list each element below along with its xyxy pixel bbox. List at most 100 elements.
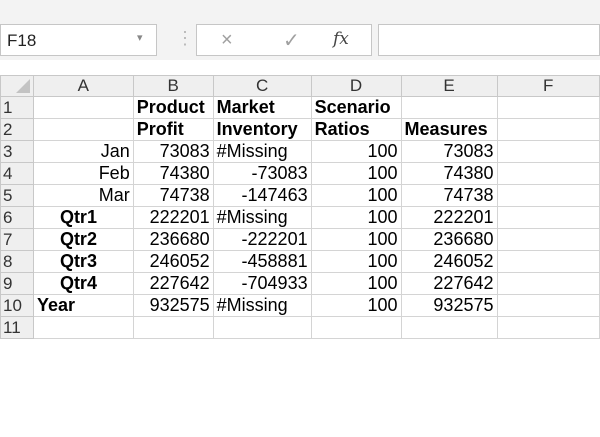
row-header[interactable]: 1 bbox=[0, 96, 34, 119]
cell-f6[interactable] bbox=[496, 206, 600, 229]
cell-c5[interactable]: -147463 bbox=[212, 184, 312, 207]
cell-b4[interactable]: 74380 bbox=[132, 162, 214, 185]
cell-f10[interactable] bbox=[496, 294, 600, 317]
row-header[interactable]: 6 bbox=[0, 206, 34, 229]
cell-d1[interactable]: Scenario bbox=[310, 96, 402, 119]
table-row: 5 Mar 74738 -147463 100 74738 bbox=[0, 184, 600, 207]
cell-a5[interactable]: Mar bbox=[32, 184, 134, 207]
row-header[interactable]: 9 bbox=[0, 272, 34, 295]
cell-f4[interactable] bbox=[496, 162, 600, 185]
column-header-f[interactable]: F bbox=[496, 75, 600, 97]
cell-b8[interactable]: 246052 bbox=[132, 250, 214, 273]
chevron-down-icon[interactable]: ▾ bbox=[137, 32, 143, 44]
cell-d2[interactable]: Ratios bbox=[310, 118, 402, 141]
cell-d6[interactable]: 100 bbox=[310, 206, 402, 229]
cell-e6[interactable]: 222201 bbox=[400, 206, 498, 229]
cell-f2[interactable] bbox=[496, 118, 600, 141]
cell-f1[interactable] bbox=[496, 96, 600, 119]
ribbon-edge bbox=[0, 0, 600, 23]
name-box[interactable]: F18 ▾ bbox=[0, 24, 157, 56]
cell-e5[interactable]: 74738 bbox=[400, 184, 498, 207]
cell-a3[interactable]: Jan bbox=[32, 140, 134, 163]
row-header[interactable]: 8 bbox=[0, 250, 34, 273]
cell-b6[interactable]: 222201 bbox=[132, 206, 214, 229]
cell-c9[interactable]: -704933 bbox=[212, 272, 312, 295]
cell-b10[interactable]: 932575 bbox=[132, 294, 214, 317]
cell-c10[interactable]: #Missing bbox=[212, 294, 312, 317]
cell-d3[interactable]: 100 bbox=[310, 140, 402, 163]
table-row: 8 Qtr3 246052 -458881 100 246052 bbox=[0, 250, 600, 273]
row-header[interactable]: 3 bbox=[0, 140, 34, 163]
insert-function-icon[interactable]: fx bbox=[333, 29, 349, 49]
cell-b1[interactable]: Product bbox=[132, 96, 214, 119]
cell-d7[interactable]: 100 bbox=[310, 228, 402, 251]
spreadsheet-grid: A B C D E F 1 Product Market Scenario 2 … bbox=[0, 75, 600, 339]
table-row: 3 Jan 73083 #Missing 100 73083 bbox=[0, 140, 600, 163]
cell-c3[interactable]: #Missing bbox=[212, 140, 312, 163]
table-row: 1 Product Market Scenario bbox=[0, 96, 600, 119]
cell-d9[interactable]: 100 bbox=[310, 272, 402, 295]
cell-d11[interactable] bbox=[310, 316, 402, 339]
row-header[interactable]: 11 bbox=[0, 316, 34, 339]
row-header[interactable]: 7 bbox=[0, 228, 34, 251]
cell-b9[interactable]: 227642 bbox=[132, 272, 214, 295]
cell-e7[interactable]: 236680 bbox=[400, 228, 498, 251]
grip-icon[interactable]: ⋮ bbox=[176, 28, 194, 48]
cell-b11[interactable] bbox=[132, 316, 214, 339]
cell-a4[interactable]: Feb bbox=[32, 162, 134, 185]
enter-icon[interactable]: ✓ bbox=[283, 30, 300, 52]
cell-a1[interactable] bbox=[32, 96, 134, 119]
cancel-icon[interactable]: × bbox=[221, 29, 233, 51]
cell-a11[interactable] bbox=[32, 316, 134, 339]
cell-b2[interactable]: Profit bbox=[132, 118, 214, 141]
table-row: 7 Qtr2 236680 -222201 100 236680 bbox=[0, 228, 600, 251]
cell-a8[interactable]: Qtr3 bbox=[32, 250, 134, 273]
column-header-e[interactable]: E bbox=[400, 75, 498, 97]
cell-c4[interactable]: -73083 bbox=[212, 162, 312, 185]
column-header-c[interactable]: C bbox=[212, 75, 312, 97]
cell-e3[interactable]: 73083 bbox=[400, 140, 498, 163]
cell-a7[interactable]: Qtr2 bbox=[32, 228, 134, 251]
select-all-corner[interactable] bbox=[0, 75, 34, 97]
row-header[interactable]: 5 bbox=[0, 184, 34, 207]
cell-a6[interactable]: Qtr1 bbox=[32, 206, 134, 229]
cell-c2[interactable]: Inventory bbox=[212, 118, 312, 141]
cell-e10[interactable]: 932575 bbox=[400, 294, 498, 317]
cell-b3[interactable]: 73083 bbox=[132, 140, 214, 163]
cell-c6[interactable]: #Missing bbox=[212, 206, 312, 229]
formula-input[interactable] bbox=[378, 24, 600, 56]
formula-buttons: × ✓ fx bbox=[196, 24, 372, 56]
cell-d8[interactable]: 100 bbox=[310, 250, 402, 273]
row-header[interactable]: 4 bbox=[0, 162, 34, 185]
cell-e11[interactable] bbox=[400, 316, 498, 339]
cell-f8[interactable] bbox=[496, 250, 600, 273]
row-header[interactable]: 10 bbox=[0, 294, 34, 317]
cell-f11[interactable] bbox=[496, 316, 600, 339]
cell-f9[interactable] bbox=[496, 272, 600, 295]
cell-d10[interactable]: 100 bbox=[310, 294, 402, 317]
cell-a9[interactable]: Qtr4 bbox=[32, 272, 134, 295]
cell-f7[interactable] bbox=[496, 228, 600, 251]
cell-a2[interactable] bbox=[32, 118, 134, 141]
cell-e2[interactable]: Measures bbox=[400, 118, 498, 141]
cell-e9[interactable]: 227642 bbox=[400, 272, 498, 295]
cell-c7[interactable]: -222201 bbox=[212, 228, 312, 251]
cell-e8[interactable]: 246052 bbox=[400, 250, 498, 273]
cell-c1[interactable]: Market bbox=[212, 96, 312, 119]
cell-f3[interactable] bbox=[496, 140, 600, 163]
cell-d5[interactable]: 100 bbox=[310, 184, 402, 207]
cell-b7[interactable]: 236680 bbox=[132, 228, 214, 251]
cell-b5[interactable]: 74738 bbox=[132, 184, 214, 207]
row-header[interactable]: 2 bbox=[0, 118, 34, 141]
cell-c11[interactable] bbox=[212, 316, 312, 339]
cell-e1[interactable] bbox=[400, 96, 498, 119]
cell-e4[interactable]: 74380 bbox=[400, 162, 498, 185]
column-header-b[interactable]: B bbox=[132, 75, 214, 97]
table-row: 9 Qtr4 227642 -704933 100 227642 bbox=[0, 272, 600, 295]
cell-d4[interactable]: 100 bbox=[310, 162, 402, 185]
cell-f5[interactable] bbox=[496, 184, 600, 207]
cell-a10[interactable]: Year bbox=[32, 294, 134, 317]
cell-c8[interactable]: -458881 bbox=[212, 250, 312, 273]
column-header-d[interactable]: D bbox=[310, 75, 402, 97]
column-header-a[interactable]: A bbox=[32, 75, 134, 97]
